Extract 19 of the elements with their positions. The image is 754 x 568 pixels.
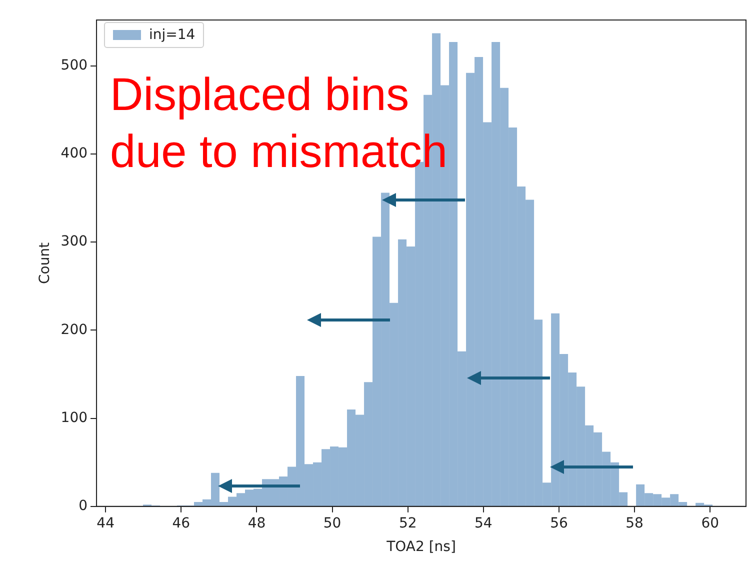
y-axis-title: Count <box>37 242 54 284</box>
y-tick-label: 400 <box>60 146 88 162</box>
annotation: Displaced bins due to mismatch <box>110 67 448 179</box>
legend-label: inj=14 <box>149 27 196 43</box>
y-tick-label: 200 <box>60 322 88 338</box>
x-tick-label: 58 <box>626 515 644 532</box>
x-axis-title: TOA2 [ns] <box>386 539 456 556</box>
x-tick-label: 50 <box>323 515 342 532</box>
y-tick-label: 500 <box>60 57 88 74</box>
x-tick-label: 44 <box>96 515 115 532</box>
x-tick-label: 54 <box>474 515 492 532</box>
y-tick-label: 0 <box>78 498 88 514</box>
y-tick-label: 100 <box>60 410 88 426</box>
x-tick-label: 56 <box>550 515 568 532</box>
x-tick-label: 52 <box>398 515 417 532</box>
x-tick-label: 60 <box>701 515 720 532</box>
y-tick-label: 300 <box>60 234 88 250</box>
x-tick-label: 46 <box>172 515 190 532</box>
x-tick-label: 48 <box>248 515 266 532</box>
